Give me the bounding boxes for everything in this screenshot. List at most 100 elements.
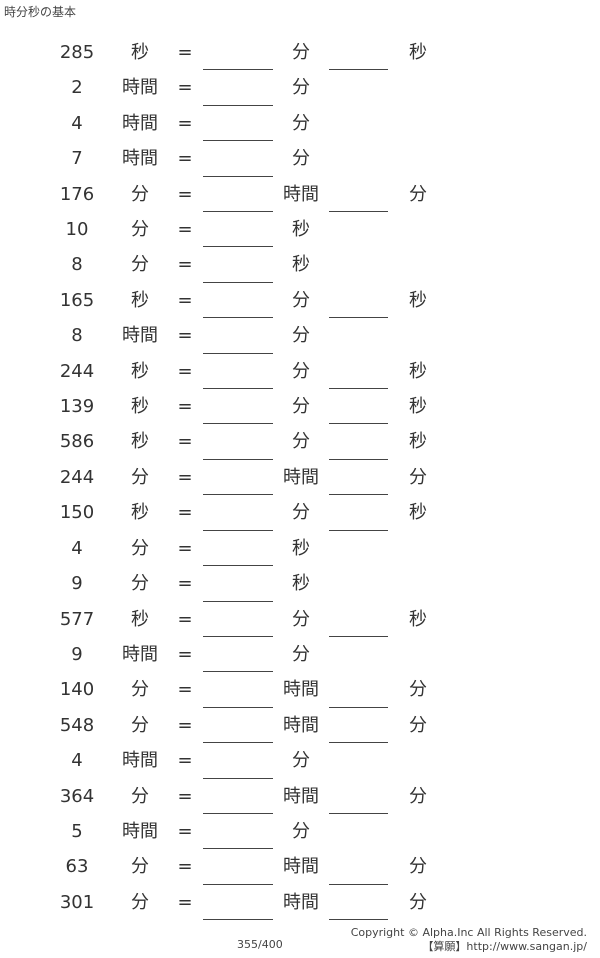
problem-value: 165 bbox=[59, 289, 95, 311]
answer-blank-1[interactable] bbox=[203, 388, 273, 390]
answer-blank-1[interactable] bbox=[203, 529, 273, 531]
equals-sign: = bbox=[177, 679, 193, 701]
answer-blank-2[interactable] bbox=[329, 69, 388, 71]
answer-blank-1[interactable] bbox=[203, 211, 273, 213]
answer-blank-1[interactable] bbox=[203, 883, 273, 885]
answer-blank-1[interactable] bbox=[203, 777, 273, 779]
problem-value: 10 bbox=[65, 219, 89, 241]
problem-value: 8 bbox=[71, 254, 83, 276]
equals-sign: = bbox=[177, 714, 193, 736]
answer-unit-2: 分 bbox=[409, 891, 427, 913]
answer-blank-2[interactable] bbox=[329, 388, 388, 390]
answer-unit-2: 秒 bbox=[409, 396, 427, 418]
copyright-text: Copyright © Alpha.Inc All Rights Reserve… bbox=[350, 926, 587, 939]
answer-blank-2[interactable] bbox=[329, 211, 388, 213]
answer-blank-2[interactable] bbox=[329, 635, 388, 637]
equals-sign: = bbox=[177, 396, 193, 418]
answer-unit-2: 分 bbox=[409, 785, 427, 807]
answer-unit-1: 秒 bbox=[292, 573, 310, 595]
from-unit: 時間 bbox=[122, 148, 158, 170]
answer-unit-1: 分 bbox=[292, 77, 310, 99]
answer-blank-2[interactable] bbox=[329, 317, 388, 319]
problem-value: 9 bbox=[71, 573, 83, 595]
problem-value: 4 bbox=[71, 537, 83, 559]
answer-blank-1[interactable] bbox=[203, 742, 273, 744]
problem-value: 285 bbox=[59, 42, 95, 63]
answer-unit-2: 秒 bbox=[409, 502, 427, 524]
answer-unit-1: 時間 bbox=[283, 785, 319, 807]
equals-sign: = bbox=[177, 183, 193, 205]
answer-blank-2[interactable] bbox=[329, 458, 388, 460]
answer-unit-2: 秒 bbox=[409, 608, 427, 630]
answer-blank-1[interactable] bbox=[203, 812, 273, 814]
answer-blank-1[interactable] bbox=[203, 246, 273, 248]
from-unit: 時間 bbox=[122, 77, 158, 99]
problem-row: 8 時間 = 分 bbox=[0, 318, 600, 354]
problem-value: 244 bbox=[59, 466, 95, 488]
answer-blank-2[interactable] bbox=[329, 812, 388, 814]
answer-unit-1: 秒 bbox=[292, 537, 310, 559]
answer-blank-1[interactable] bbox=[203, 69, 273, 71]
answer-blank-1[interactable] bbox=[203, 706, 273, 708]
problem-row: 140 分 = 時間 分 bbox=[0, 672, 600, 708]
from-unit: 分 bbox=[131, 573, 149, 595]
answer-blank-1[interactable] bbox=[203, 352, 273, 354]
answer-blank-1[interactable] bbox=[203, 175, 273, 177]
answer-unit-1: 分 bbox=[292, 502, 310, 524]
answer-blank-1[interactable] bbox=[203, 104, 273, 106]
answer-blank-1[interactable] bbox=[203, 458, 273, 460]
problem-value: 150 bbox=[59, 502, 95, 524]
equals-sign: = bbox=[177, 820, 193, 842]
equals-sign: = bbox=[177, 466, 193, 488]
from-unit: 時間 bbox=[122, 750, 158, 772]
answer-blank-1[interactable] bbox=[203, 494, 273, 496]
equals-sign: = bbox=[177, 856, 193, 878]
answer-blank-1[interactable] bbox=[203, 565, 273, 567]
problem-row: 4 分 = 秒 bbox=[0, 531, 600, 567]
answer-blank-1[interactable] bbox=[203, 600, 273, 602]
answer-blank-2[interactable] bbox=[329, 529, 388, 531]
answer-blank-2[interactable] bbox=[329, 706, 388, 708]
problem-row: 9 分 = 秒 bbox=[0, 566, 600, 602]
answer-blank-2[interactable] bbox=[329, 883, 388, 885]
answer-blank-1[interactable] bbox=[203, 281, 273, 283]
answer-blank-1[interactable] bbox=[203, 848, 273, 850]
equals-sign: = bbox=[177, 254, 193, 276]
answer-blank-1[interactable] bbox=[203, 635, 273, 637]
from-unit: 秒 bbox=[131, 431, 149, 453]
from-unit: 時間 bbox=[122, 325, 158, 347]
problem-value: 139 bbox=[59, 396, 95, 418]
answer-blank-1[interactable] bbox=[203, 919, 273, 921]
answer-unit-2: 分 bbox=[409, 183, 427, 205]
answer-blank-2[interactable] bbox=[329, 423, 388, 425]
answer-blank-1[interactable] bbox=[203, 140, 273, 142]
page-number: 355/400 bbox=[237, 938, 283, 951]
answer-unit-2: 秒 bbox=[409, 289, 427, 311]
equals-sign: = bbox=[177, 537, 193, 559]
answer-blank-1[interactable] bbox=[203, 423, 273, 425]
answer-unit-1: 分 bbox=[292, 148, 310, 170]
answer-blank-2[interactable] bbox=[329, 742, 388, 744]
answer-unit-1: 秒 bbox=[292, 254, 310, 276]
answer-unit-1: 分 bbox=[292, 42, 310, 63]
problem-row: 150 秒 = 分 秒 bbox=[0, 495, 600, 531]
answer-blank-2[interactable] bbox=[329, 494, 388, 496]
problem-value: 9 bbox=[71, 643, 83, 665]
equals-sign: = bbox=[177, 360, 193, 382]
from-unit: 時間 bbox=[122, 112, 158, 134]
answer-unit-1: 時間 bbox=[283, 679, 319, 701]
worksheet-title: 時分秒の基本 bbox=[4, 5, 77, 19]
answer-blank-1[interactable] bbox=[203, 671, 273, 673]
answer-unit-1: 分 bbox=[292, 289, 310, 311]
equals-sign: = bbox=[177, 608, 193, 630]
equals-sign: = bbox=[177, 42, 193, 63]
problem-row: 7 時間 = 分 bbox=[0, 141, 600, 177]
problem-row: 8 分 = 秒 bbox=[0, 247, 600, 283]
answer-unit-2: 分 bbox=[409, 856, 427, 878]
problem-value: 4 bbox=[71, 750, 83, 772]
answer-blank-1[interactable] bbox=[203, 317, 273, 319]
answer-unit-1: 分 bbox=[292, 112, 310, 134]
answer-unit-1: 時間 bbox=[283, 183, 319, 205]
answer-unit-1: 時間 bbox=[283, 714, 319, 736]
answer-blank-2[interactable] bbox=[329, 919, 388, 921]
